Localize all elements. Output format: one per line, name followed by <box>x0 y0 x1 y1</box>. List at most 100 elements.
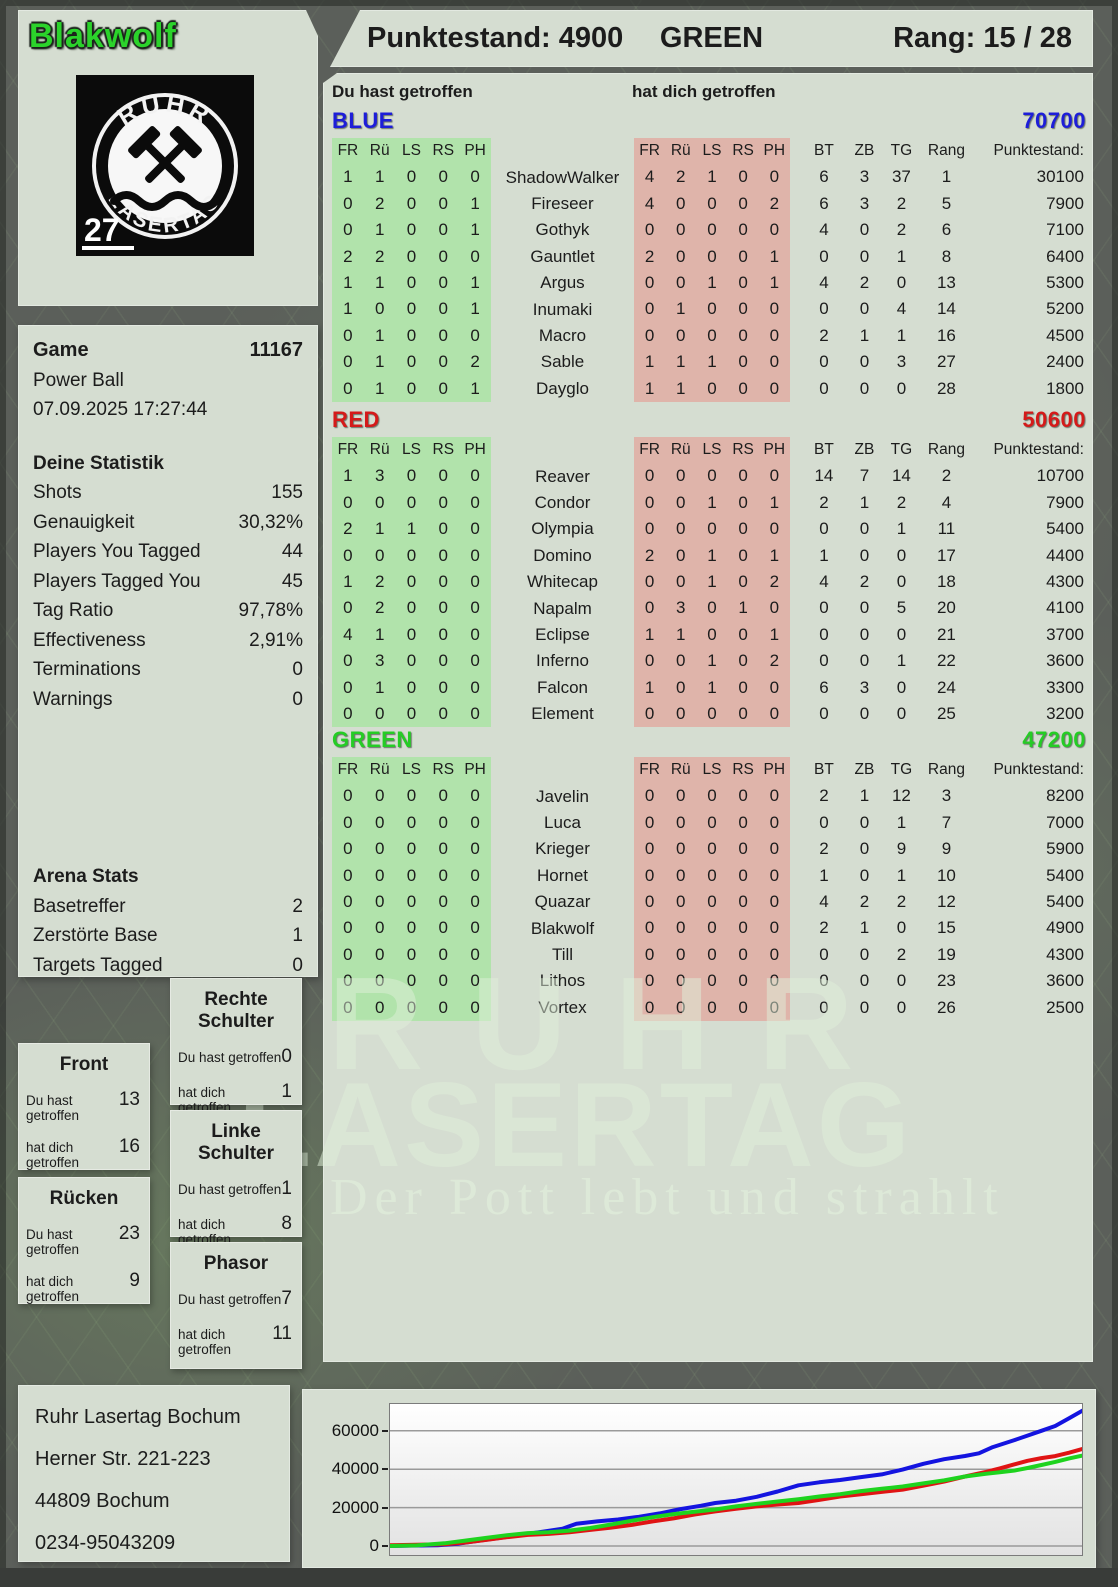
them-hit-cell: 4 <box>633 164 666 191</box>
them-hit-cell: 0 <box>665 269 697 297</box>
them-hit-cell: 0 <box>727 648 759 675</box>
them-hit-cell: 0 <box>665 217 697 244</box>
you-hit-cell: 0 <box>363 888 396 916</box>
col-header-them: FR <box>633 437 666 464</box>
them-hit-cell: 2 <box>758 190 790 218</box>
rang-cell: 13 <box>936 272 956 292</box>
you-hit-cell: 1 <box>332 463 364 490</box>
you-hit-cell: 0 <box>427 941 460 969</box>
tg-cell: 0 <box>896 378 907 398</box>
them-hit-cell: 0 <box>633 516 666 543</box>
rang-cell: 1 <box>941 167 952 187</box>
you-hit-cell: 0 <box>427 269 460 297</box>
you-hit-cell: 0 <box>395 296 428 323</box>
you-hit-cell: 0 <box>459 463 491 490</box>
player-name-cell: Gauntlet <box>530 246 595 266</box>
zb-cell: 2 <box>859 272 870 292</box>
you-hit-cell: 0 <box>395 269 428 297</box>
you-hit-cell: 0 <box>427 674 460 701</box>
player-name-cell: Lithos <box>539 971 586 991</box>
header-bar: Punktestand: 4900 GREEN Rang: 15 / 28 <box>330 10 1093 67</box>
you-hit-cell: 0 <box>427 648 460 675</box>
them-hit-cell: 0 <box>696 375 728 402</box>
bt-cell: 6 <box>819 167 829 187</box>
hitbox-value: 7 <box>281 1288 292 1309</box>
you-hit-cell: 1 <box>363 322 396 350</box>
them-hit-cell: 0 <box>727 349 759 376</box>
hitbox-row: Du hast getroffen 13 <box>19 1089 149 1123</box>
tg-cell: 1 <box>896 325 907 345</box>
tg-cell: 4 <box>896 299 907 319</box>
team-total: 50600 <box>1022 407 1086 432</box>
you-hit-cell: 0 <box>332 595 364 622</box>
you-hit-cell: 0 <box>332 375 364 402</box>
them-hit-cell: 0 <box>696 700 728 728</box>
zb-cell: 0 <box>859 651 870 671</box>
you-hit-cell: 0 <box>459 994 491 1021</box>
team-total: 47200 <box>1022 727 1086 752</box>
rang-cell: 11 <box>937 519 956 539</box>
col-header-them: LS <box>696 437 728 464</box>
zb-cell: 0 <box>859 519 870 539</box>
y-tick-mark <box>382 1545 388 1547</box>
you-hit-cell: 0 <box>459 621 491 649</box>
bt-cell: 2 <box>819 325 829 345</box>
col-header-them: LS <box>696 757 728 784</box>
col-header-you: Rü <box>363 757 396 784</box>
you-hit-cell: 0 <box>427 542 460 569</box>
them-hit-cell: 0 <box>633 463 666 490</box>
them-hit-cell: 1 <box>696 489 728 517</box>
you-hit-cell: 0 <box>459 542 491 569</box>
zb-cell: 3 <box>859 167 870 187</box>
them-hit-cell: 0 <box>696 621 728 649</box>
them-hit-cell: 0 <box>696 888 728 916</box>
you-hit-cell: 0 <box>427 836 460 863</box>
punktestand-cell: 5400 <box>1046 891 1084 911</box>
stat-row: Shots 155 <box>33 478 303 508</box>
them-hit-cell: 0 <box>633 783 666 810</box>
bt-cell: 6 <box>819 677 829 697</box>
tg-cell: 2 <box>896 944 907 964</box>
them-hit-cell: 0 <box>727 674 759 701</box>
player-name-cell: Element <box>531 704 594 724</box>
you-hit-cell: 0 <box>459 836 491 863</box>
hitbox-row: hat dich getroffen 11 <box>171 1323 301 1357</box>
stat-row: Warnings 0 <box>33 685 303 715</box>
you-hit-cell: 0 <box>395 621 428 649</box>
you-hit-cell: 0 <box>395 941 428 969</box>
you-hit-cell: 0 <box>395 542 428 569</box>
them-hit-cell: 0 <box>665 968 697 995</box>
you-hit-cell: 0 <box>332 542 364 569</box>
rang-cell: 25 <box>936 703 956 723</box>
tg-cell: 0 <box>896 272 907 292</box>
them-hit-cell: 0 <box>758 783 790 810</box>
bt-cell: 1 <box>819 865 829 885</box>
tg-cell: 1 <box>896 865 907 885</box>
rang-cell: 6 <box>941 220 952 240</box>
them-hit-cell: 0 <box>696 862 728 889</box>
them-hit-cell: 1 <box>633 674 666 701</box>
stat-label: Targets Tagged <box>33 954 163 976</box>
you-hit-cell: 0 <box>395 349 428 376</box>
punktestand-cell: 7100 <box>1046 220 1084 240</box>
stat-row: Players You Tagged 44 <box>33 537 303 567</box>
you-hit-cell: 0 <box>332 648 364 675</box>
player-name-cell: Argus <box>540 273 585 293</box>
y-tick-label: 40000 <box>331 1459 379 1479</box>
bt-cell: 4 <box>819 272 829 292</box>
col-header-stat: ZB <box>854 441 875 458</box>
them-hit-cell: 0 <box>633 700 666 728</box>
punktestand-cell: 4300 <box>1046 571 1084 591</box>
them-hit-cell: 0 <box>633 941 666 969</box>
col-header-you: RS <box>427 757 460 784</box>
you-hit-cell: 0 <box>459 674 491 701</box>
you-hit-cell: 0 <box>332 700 364 728</box>
bt-cell: 4 <box>819 891 829 911</box>
zb-cell: 2 <box>859 571 870 591</box>
team-name: GREEN <box>332 727 413 752</box>
col-header-stat: Rang <box>927 142 965 159</box>
tg-cell: 0 <box>896 997 907 1017</box>
hitbox-linke-schulter: Linke Schulter Du hast getroffen 1 hat dich… <box>170 1110 302 1247</box>
you-hit-cell: 0 <box>395 190 428 218</box>
zb-cell: 2 <box>859 891 870 911</box>
